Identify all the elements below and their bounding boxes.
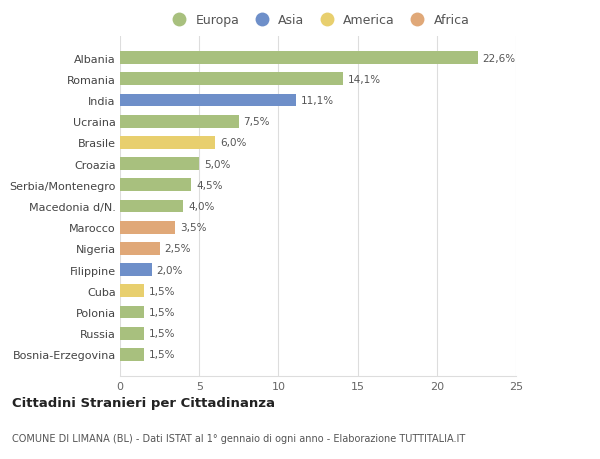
Text: 7,5%: 7,5% [244, 117, 270, 127]
Bar [120, 348, 144, 361]
Bar [120, 116, 239, 129]
Text: Cittadini Stranieri per Cittadinanza: Cittadini Stranieri per Cittadinanza [12, 396, 275, 409]
Bar [120, 221, 175, 234]
Text: 2,0%: 2,0% [157, 265, 183, 275]
Text: 14,1%: 14,1% [348, 75, 381, 84]
Bar [120, 200, 184, 213]
Bar [120, 158, 199, 171]
Bar [120, 73, 343, 86]
Text: 2,5%: 2,5% [164, 244, 191, 254]
Bar [120, 327, 144, 340]
Bar [120, 263, 152, 276]
Text: 1,5%: 1,5% [149, 350, 175, 359]
Bar [120, 95, 296, 107]
Bar [120, 306, 144, 319]
Text: COMUNE DI LIMANA (BL) - Dati ISTAT al 1° gennaio di ogni anno - Elaborazione TUT: COMUNE DI LIMANA (BL) - Dati ISTAT al 1°… [12, 433, 465, 442]
Bar [120, 52, 478, 65]
Text: 1,5%: 1,5% [149, 286, 175, 296]
Text: 11,1%: 11,1% [301, 96, 334, 106]
Bar [120, 137, 215, 150]
Bar [120, 285, 144, 297]
Text: 1,5%: 1,5% [149, 329, 175, 338]
Text: 1,5%: 1,5% [149, 308, 175, 317]
Text: 22,6%: 22,6% [483, 54, 516, 63]
Bar [120, 179, 191, 192]
Text: 5,0%: 5,0% [204, 159, 230, 169]
Text: 6,0%: 6,0% [220, 138, 246, 148]
Text: 4,0%: 4,0% [188, 202, 214, 212]
Text: 4,5%: 4,5% [196, 180, 223, 190]
Text: 3,5%: 3,5% [180, 223, 206, 233]
Bar [120, 242, 160, 255]
Legend: Europa, Asia, America, Africa: Europa, Asia, America, Africa [167, 14, 469, 27]
